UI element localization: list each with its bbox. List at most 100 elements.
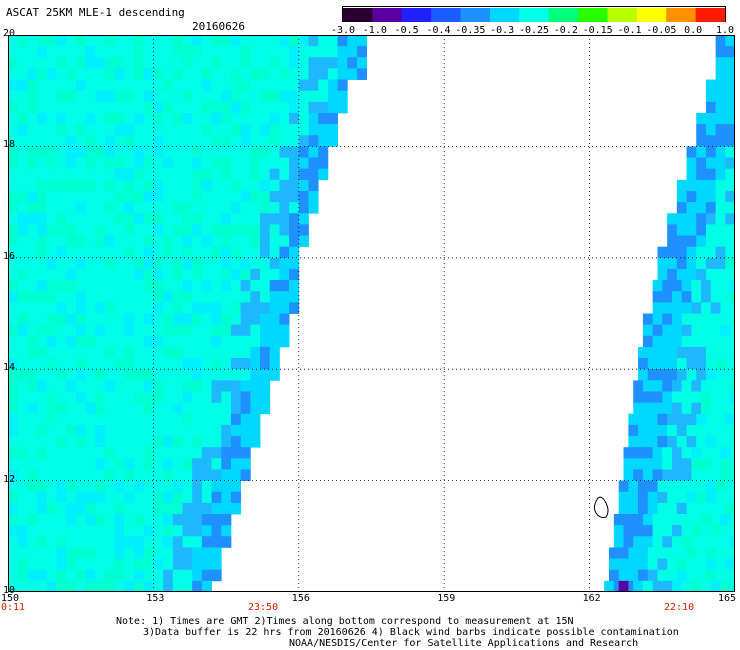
swath-cell xyxy=(308,179,319,192)
swath-cell xyxy=(260,190,271,203)
swath-cell xyxy=(163,202,174,214)
swath-cell xyxy=(250,213,261,225)
swath-cell xyxy=(327,101,338,114)
swath-cell xyxy=(66,424,77,437)
swath-cell xyxy=(356,57,368,69)
swath-cell xyxy=(46,235,57,248)
swath-cell xyxy=(163,413,174,426)
swath-cell xyxy=(8,413,19,426)
swath-cell xyxy=(725,46,736,58)
swath-cell xyxy=(37,569,48,582)
swath-cell xyxy=(95,90,106,103)
swath-cell xyxy=(114,146,125,158)
swath-cell xyxy=(250,68,261,80)
swath-cell xyxy=(652,380,663,392)
swath-cell xyxy=(104,291,116,303)
swath-cell xyxy=(269,157,280,170)
swath-cell xyxy=(172,101,183,114)
swath-cell xyxy=(104,335,116,348)
swath-cell xyxy=(182,358,193,370)
swath-cell xyxy=(696,157,707,170)
swath-cell xyxy=(725,358,736,370)
swath-cell xyxy=(172,424,183,437)
swath-cell xyxy=(318,146,329,158)
swath-cell xyxy=(17,369,28,381)
swath-cell xyxy=(250,124,261,136)
swath-cell xyxy=(308,157,319,170)
swath-cell xyxy=(211,179,222,192)
swath-cell xyxy=(85,413,96,426)
swath-cell xyxy=(327,35,338,47)
swath-cell xyxy=(95,346,106,359)
swath-cell xyxy=(691,291,702,303)
swath-cell xyxy=(710,324,721,337)
swath-cell xyxy=(260,146,271,158)
swath-cell xyxy=(85,525,96,537)
swath-cell xyxy=(46,480,57,493)
swath-cell xyxy=(192,514,203,526)
swath-cell xyxy=(604,580,615,593)
swath-cell xyxy=(85,358,96,370)
swath-cell xyxy=(691,335,702,348)
swath-cell xyxy=(27,202,38,214)
swath-cell xyxy=(182,547,193,559)
swath-cell xyxy=(104,35,116,47)
swath-cell xyxy=(250,46,261,58)
swath-cell xyxy=(618,569,629,582)
swath-cell xyxy=(671,447,683,459)
swath-cell xyxy=(192,491,203,504)
swath-cell xyxy=(124,335,135,348)
swath-cell xyxy=(8,257,19,270)
swath-cell xyxy=(56,547,67,559)
swath-cell xyxy=(46,502,57,515)
swath-cell xyxy=(114,246,125,259)
swath-cell xyxy=(163,569,174,582)
swath-cell xyxy=(124,402,135,415)
swath-cell xyxy=(618,491,629,504)
swath-cell xyxy=(240,313,251,326)
swath-cell xyxy=(143,335,154,348)
swath-cell xyxy=(260,79,271,92)
swath-cell xyxy=(134,57,145,69)
swath-cell xyxy=(46,469,57,481)
swath-cell xyxy=(279,302,290,314)
swath-cell xyxy=(230,424,242,437)
swath-cell xyxy=(221,135,232,147)
swath-cell xyxy=(153,458,164,470)
swath-cell xyxy=(686,491,697,504)
swath-cell xyxy=(114,202,125,214)
swath-cell xyxy=(686,547,697,559)
swath-cell xyxy=(269,101,280,114)
swath-cell xyxy=(46,525,57,537)
colorbar-swatch xyxy=(343,8,373,22)
swath-cell xyxy=(327,90,338,103)
swath-cell xyxy=(27,480,38,493)
swath-cell xyxy=(163,536,174,548)
swath-cell xyxy=(172,291,183,303)
swath-cell xyxy=(153,46,164,58)
swath-cell xyxy=(211,168,222,181)
swath-cell xyxy=(192,369,203,381)
swath-cell xyxy=(681,291,692,303)
swath-cell xyxy=(46,569,57,582)
swath-cell xyxy=(172,447,183,459)
swath-cell xyxy=(298,168,309,181)
swath-cell xyxy=(289,168,300,181)
swath-cell xyxy=(27,580,38,593)
swath-cell xyxy=(8,525,19,537)
swath-cell xyxy=(289,124,300,136)
swath-cell xyxy=(725,68,736,80)
swath-cell xyxy=(240,90,251,103)
swath-cell xyxy=(37,101,48,114)
swath-cell xyxy=(260,313,271,326)
swath-cell xyxy=(667,268,678,281)
swath-cell xyxy=(46,369,57,381)
swath-cell xyxy=(715,213,726,225)
swath-cell xyxy=(172,146,183,158)
swath-cell xyxy=(638,547,649,559)
swath-cell xyxy=(56,213,67,225)
swath-cell xyxy=(17,346,28,359)
swath-cell xyxy=(8,224,19,236)
swath-cell xyxy=(279,35,290,47)
swath-cell xyxy=(623,525,634,537)
